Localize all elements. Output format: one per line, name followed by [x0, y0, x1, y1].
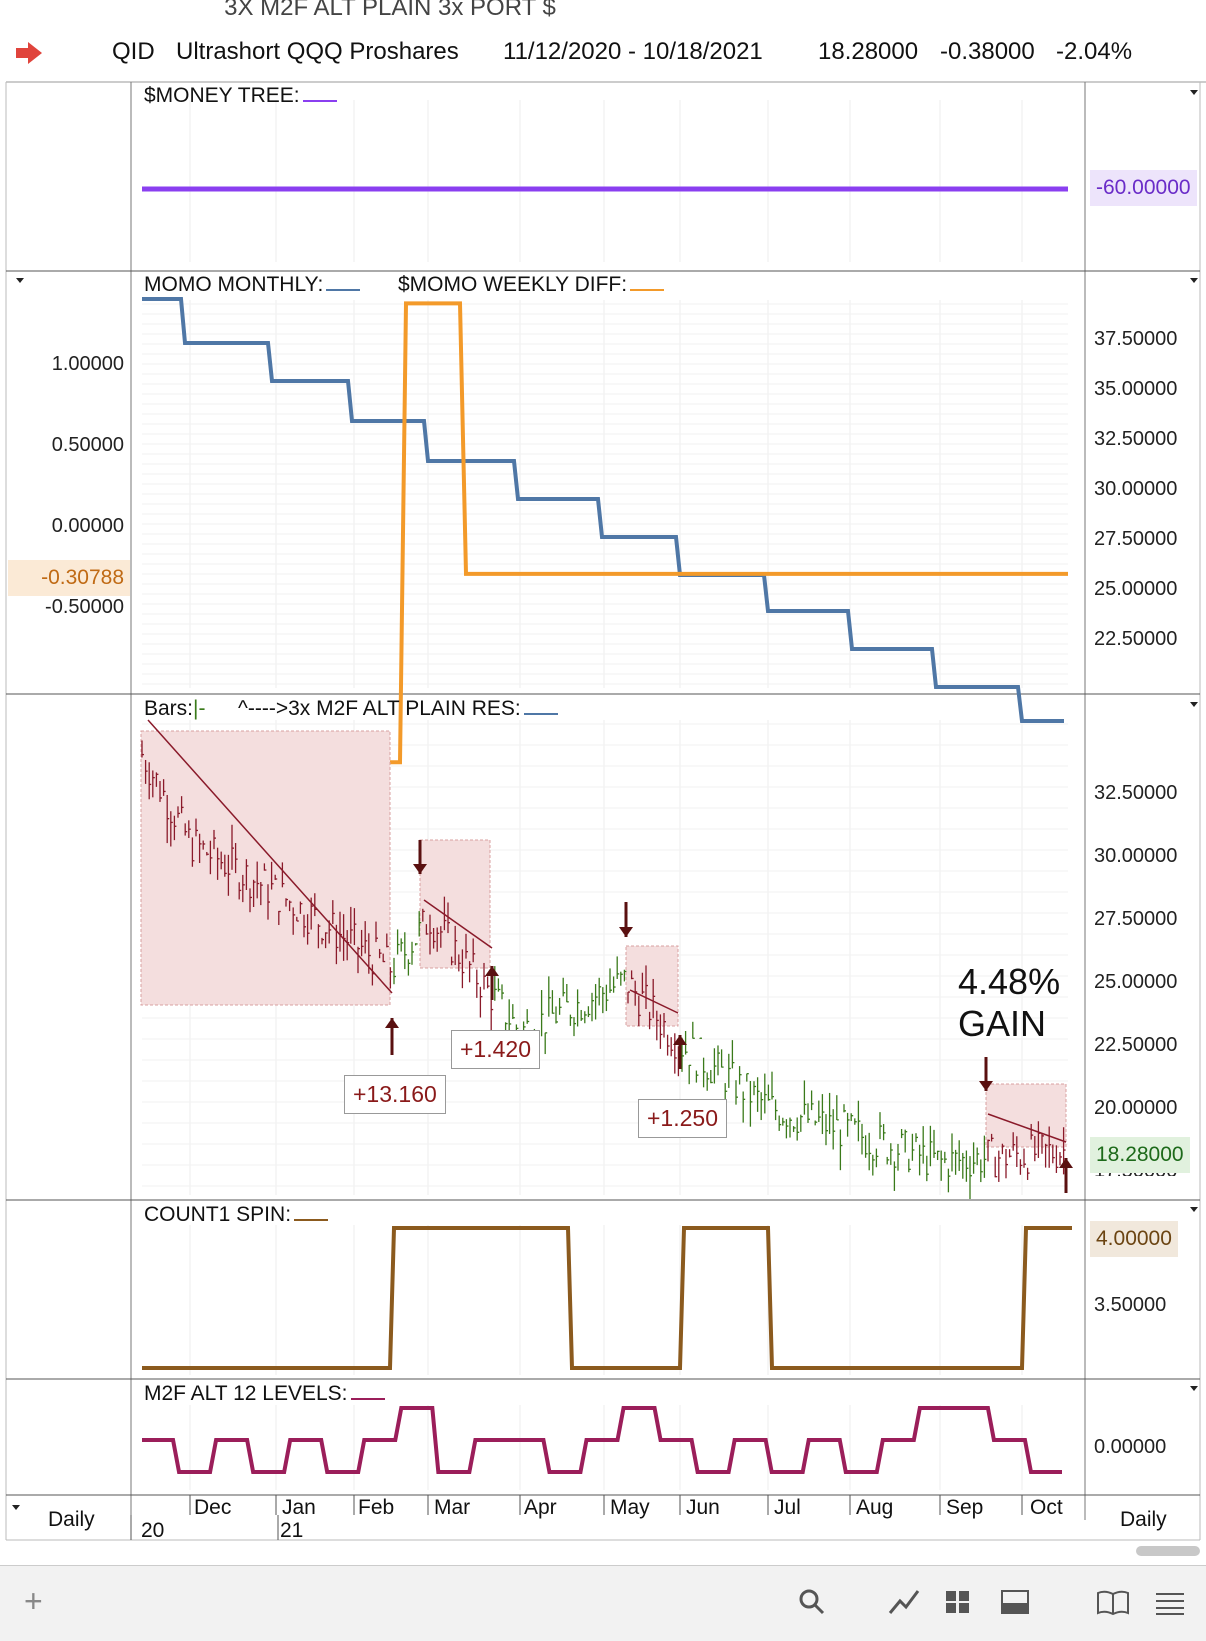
bars-right-tick: 30.00000 — [1094, 845, 1178, 867]
entry-arrow-head — [413, 864, 427, 874]
momo-right-tick: 37.50000 — [1094, 328, 1178, 350]
trade-trend-line — [423, 899, 493, 949]
horizontal-scrollbar[interactable] — [1136, 1546, 1200, 1556]
trade-trend-line — [987, 1113, 1067, 1143]
month-label: May — [610, 1496, 650, 1519]
panel-menu-icon[interactable] — [1190, 90, 1198, 95]
month-label: Apr — [524, 1496, 557, 1519]
year-label: 21 — [280, 1519, 304, 1542]
count1-right-tick: 3.50000 — [1094, 1294, 1167, 1316]
search-icon[interactable] — [797, 1587, 827, 1617]
momo-weekly-label: $MOMO WEEKLY DIFF: — [398, 273, 665, 297]
last-price-tag: 18.28000 — [1090, 1137, 1190, 1173]
month-label: Jan — [282, 1496, 316, 1519]
count1-value-tag: 4.00000 — [1090, 1221, 1178, 1257]
momo-right-tick: 32.50000 — [1094, 428, 1178, 450]
price-change: -0.38000 — [940, 38, 1035, 65]
month-label: Aug — [856, 1496, 894, 1519]
bars-right-tick: 22.50000 — [1094, 1034, 1178, 1056]
price-bars — [141, 719, 1067, 1200]
exit-arrow-head — [1059, 1158, 1073, 1168]
panel-menu-icon[interactable] — [1190, 702, 1198, 707]
security-name: Ultrashort QQQ Proshares — [176, 38, 459, 65]
count1-plot — [142, 1226, 1072, 1370]
res-label: ^---->3x M2F ALT PLAIN RES: — [238, 697, 558, 721]
momo-monthly-label: MOMO MONTHLY: — [144, 273, 361, 297]
momo-right-tick: 30.00000 — [1094, 478, 1178, 500]
panel-menu-icon[interactable] — [16, 278, 24, 283]
panel-menu-icon[interactable] — [1190, 278, 1198, 283]
momo-right-tick: 35.00000 — [1094, 378, 1178, 400]
momo-monthly-line — [142, 297, 1064, 723]
grid-layout-icon[interactable] — [944, 1589, 972, 1615]
momo-weekly-value-tag: -0.30788 — [8, 560, 130, 596]
exit-arrow-head — [673, 1035, 687, 1045]
month-label: Oct — [1030, 1496, 1063, 1519]
momo-right-tick: 25.00000 — [1094, 578, 1178, 600]
panel-menu-icon[interactable] — [1190, 1386, 1198, 1391]
month-label: Jun — [686, 1496, 720, 1519]
panel-layout-icon[interactable] — [1000, 1589, 1030, 1615]
line-tool-icon[interactable] — [887, 1587, 921, 1617]
month-label: Dec — [194, 1496, 232, 1519]
add-icon[interactable]: + — [24, 1583, 43, 1619]
exit-arrow-head — [485, 966, 499, 976]
symbol: QID — [112, 38, 155, 65]
trade-shade-box — [140, 730, 391, 1006]
entry-arrow-head — [979, 1081, 993, 1091]
date-range: 11/12/2020 - 10/18/2021 — [503, 38, 763, 65]
trade-gain-callout: +1.250 — [638, 1099, 727, 1138]
year-label: 20 — [141, 1519, 165, 1542]
trade-gain-callout: +1.420 — [451, 1030, 540, 1069]
period-selector-right[interactable]: Daily — [1120, 1508, 1167, 1531]
window-title: 3X M2F ALT PLAIN 3x PORT $ — [224, 0, 556, 21]
bars-label: Bars:|- — [144, 697, 206, 720]
levels-right-tick: 0.00000 — [1094, 1436, 1167, 1458]
entry-arrow-head — [619, 927, 633, 937]
levels-label: M2F ALT 12 LEVELS: — [144, 1382, 385, 1406]
trade-trend-line — [147, 719, 393, 994]
momo-plot — [142, 297, 1068, 765]
momo-right-tick: 22.50000 — [1094, 628, 1178, 650]
trade-arrows — [385, 840, 1073, 1193]
bars-right-tick: 20.00000 — [1094, 1097, 1178, 1119]
book-icon[interactable] — [1096, 1589, 1130, 1617]
trade-gain-callout: +13.160 — [344, 1075, 446, 1114]
bars-right-tick: 32.50000 — [1094, 782, 1178, 804]
momo-left-tick: -0.50000 — [45, 596, 124, 618]
grid-lines — [142, 100, 1068, 1490]
momo-weekly-line — [142, 301, 1068, 765]
month-label: Mar — [434, 1496, 471, 1519]
trade-shading — [140, 730, 1067, 1148]
money-tree-value-tag: -60.00000 — [1090, 170, 1197, 206]
month-ticks — [130, 1495, 1023, 1540]
panel-menu-icon[interactable] — [1190, 1207, 1198, 1212]
month-label: Feb — [358, 1496, 395, 1519]
period-selector-left[interactable]: Daily — [48, 1508, 95, 1531]
month-label: Sep — [946, 1496, 984, 1519]
menu-icon[interactable] — [1154, 1590, 1186, 1616]
bars-right-tick: 27.50000 — [1094, 908, 1178, 930]
count1-line — [142, 1226, 1072, 1370]
momo-left-tick: 0.00000 — [51, 515, 124, 537]
levels-line — [142, 1406, 1062, 1474]
price-change-pct: -2.04% — [1056, 38, 1133, 65]
momo-left-tick: 0.50000 — [51, 434, 124, 456]
arrow-right-icon[interactable] — [14, 40, 44, 71]
gain-annotation: 4.48% GAIN — [958, 961, 1061, 1044]
month-label: Jul — [774, 1496, 801, 1519]
levels-plot — [142, 1406, 1062, 1474]
count1-label: COUNT1 SPIN: — [144, 1203, 329, 1227]
panel-menu-icon[interactable] — [12, 1505, 20, 1510]
trade-shade-box — [625, 945, 679, 1027]
money-tree-label: $MONEY TREE: — [144, 84, 337, 108]
last-price: 18.28000 — [818, 38, 919, 65]
bars-right-tick: 25.00000 — [1094, 971, 1178, 993]
momo-right-tick: 27.50000 — [1094, 528, 1178, 550]
momo-left-tick: 1.00000 — [51, 353, 124, 375]
exit-arrow-head — [385, 1018, 399, 1028]
trade-trend-line — [629, 989, 679, 1014]
